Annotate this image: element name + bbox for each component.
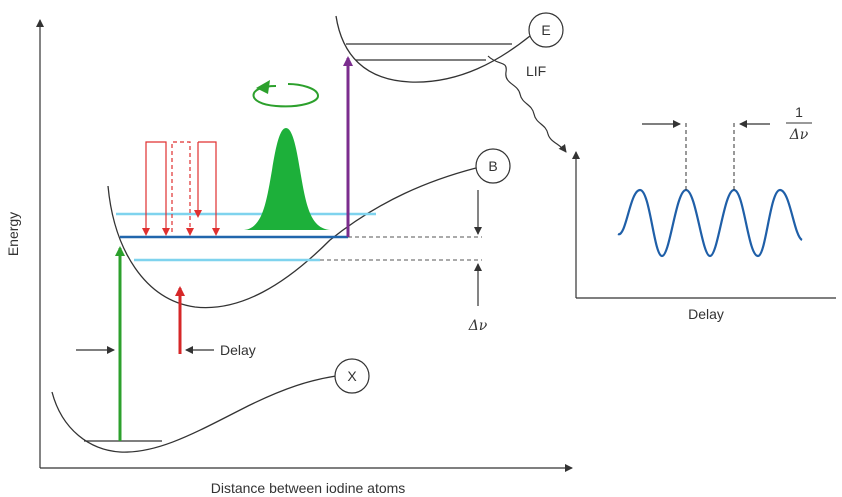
e-state-curve xyxy=(335,15,531,83)
inset-fraction-numerator: 1 xyxy=(795,104,803,120)
red-path-arrows xyxy=(145,141,217,232)
lif-label: LIF xyxy=(526,63,546,79)
e-state-badge: E xyxy=(528,12,564,48)
x-state-badge: X xyxy=(334,358,370,394)
delay-label: Delay xyxy=(220,342,256,358)
rotation-arrow-head xyxy=(256,80,270,94)
red-path-arrowheads xyxy=(142,210,220,236)
svg-text:B: B xyxy=(488,158,497,174)
rotation-arrow xyxy=(252,83,320,108)
lif-wavy-arrow xyxy=(487,55,567,153)
inset-axes xyxy=(572,151,836,299)
svg-text:X: X xyxy=(347,368,357,384)
inset-fraction-denominator: Δν xyxy=(789,127,809,143)
inset-signal-wave xyxy=(617,188,803,258)
y-axis-label: Energy xyxy=(5,212,21,256)
b-state-curve xyxy=(107,167,477,309)
main-axes xyxy=(36,19,573,472)
x-state-curve xyxy=(51,375,337,453)
b-state-badge: B xyxy=(475,148,511,184)
svg-text:E: E xyxy=(541,22,550,38)
inset-x-label: Delay xyxy=(688,306,724,322)
x-axis-label: Distance between iodine atoms xyxy=(211,480,406,496)
wavepacket xyxy=(244,128,330,230)
delta-nu-label: Δν xyxy=(468,318,488,334)
